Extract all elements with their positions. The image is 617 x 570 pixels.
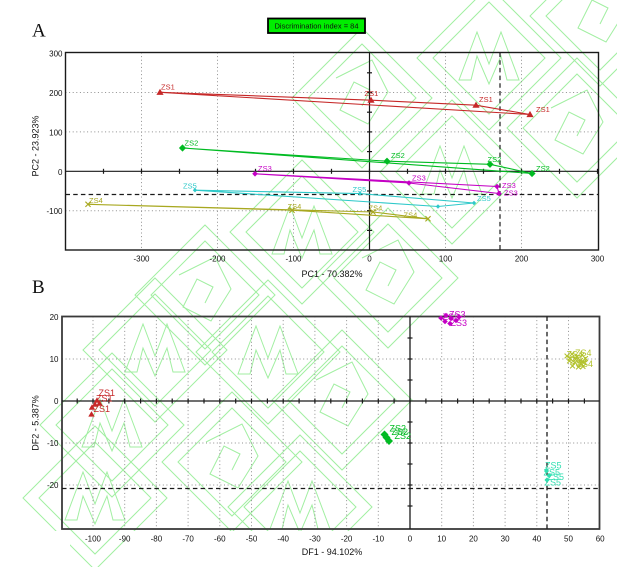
svg-text:-10: -10 xyxy=(373,535,385,544)
svg-text:ZS4: ZS4 xyxy=(567,350,584,360)
svg-text:-100: -100 xyxy=(85,535,102,544)
svg-text:ZS4: ZS4 xyxy=(575,348,592,358)
svg-text:ZS3: ZS3 xyxy=(412,173,426,182)
svg-text:ZS1: ZS1 xyxy=(161,83,175,92)
svg-text:DF2 - 5.387%: DF2 - 5.387% xyxy=(31,395,41,451)
svg-text:ZS1: ZS1 xyxy=(99,388,116,398)
svg-text:ZS5: ZS5 xyxy=(353,185,367,194)
svg-text:DF1 - 94.102%: DF1 - 94.102% xyxy=(302,547,363,557)
svg-text:ZS2: ZS2 xyxy=(536,164,550,173)
svg-text:300: 300 xyxy=(49,50,63,59)
svg-text:-90: -90 xyxy=(119,535,131,544)
svg-text:-80: -80 xyxy=(151,535,163,544)
svg-text:ZS1: ZS1 xyxy=(365,89,379,98)
svg-text:ZS3: ZS3 xyxy=(451,318,468,328)
svg-text:ZS4: ZS4 xyxy=(288,202,302,211)
svg-text:ZS2: ZS2 xyxy=(395,431,412,441)
svg-text:ZS2: ZS2 xyxy=(185,139,199,148)
svg-text:-10: -10 xyxy=(47,439,59,448)
svg-text:ZS4: ZS4 xyxy=(571,356,588,366)
svg-text:50: 50 xyxy=(564,535,573,544)
svg-text:20: 20 xyxy=(50,313,59,322)
svg-text:300: 300 xyxy=(591,255,605,264)
svg-text:200: 200 xyxy=(49,89,63,98)
svg-text:ZS3: ZS3 xyxy=(449,310,466,320)
svg-text:ZS1: ZS1 xyxy=(94,404,111,414)
svg-text:ZS4: ZS4 xyxy=(577,359,594,369)
svg-text:10: 10 xyxy=(50,355,59,364)
svg-text:-200: -200 xyxy=(209,255,226,264)
svg-text:ZS5: ZS5 xyxy=(477,194,491,203)
svg-text:0: 0 xyxy=(367,255,372,264)
svg-text:ZS1: ZS1 xyxy=(536,105,550,114)
svg-text:0: 0 xyxy=(408,535,413,544)
svg-text:40: 40 xyxy=(532,535,541,544)
svg-text:ZS5: ZS5 xyxy=(544,468,561,478)
svg-text:100: 100 xyxy=(439,255,453,264)
svg-text:0: 0 xyxy=(58,168,63,177)
svg-text:ZS2: ZS2 xyxy=(390,424,407,434)
svg-text:ZS5: ZS5 xyxy=(183,181,197,190)
svg-text:ZS3: ZS3 xyxy=(502,181,516,190)
svg-text:ZS2: ZS2 xyxy=(391,151,405,160)
svg-text:-20: -20 xyxy=(341,535,353,544)
svg-text:-60: -60 xyxy=(214,535,226,544)
svg-text:ZS1: ZS1 xyxy=(479,95,493,104)
svg-text:Discrimination index = 84: Discrimination index = 84 xyxy=(275,22,359,31)
svg-text:ZS4: ZS4 xyxy=(369,204,383,213)
svg-text:ZS4: ZS4 xyxy=(404,210,418,219)
svg-text:10: 10 xyxy=(437,535,446,544)
svg-text:ZS2: ZS2 xyxy=(392,427,409,437)
svg-text:-100: -100 xyxy=(285,255,302,264)
svg-text:ZS3: ZS3 xyxy=(504,189,518,198)
svg-text:ZS5: ZS5 xyxy=(545,461,562,471)
svg-text:B: B xyxy=(32,277,45,298)
svg-text:-100: -100 xyxy=(46,207,63,216)
svg-text:ZS3: ZS3 xyxy=(443,312,460,322)
svg-text:60: 60 xyxy=(596,535,605,544)
svg-text:0: 0 xyxy=(54,397,59,406)
svg-text:ZS5: ZS5 xyxy=(548,472,565,482)
svg-text:-20: -20 xyxy=(47,481,59,490)
svg-text:-70: -70 xyxy=(182,535,194,544)
svg-text:ZS2: ZS2 xyxy=(488,155,502,164)
svg-text:30: 30 xyxy=(501,535,510,544)
svg-text:PC2 - 23.923%: PC2 - 23.923% xyxy=(31,115,41,176)
svg-text:A: A xyxy=(32,21,46,42)
svg-text:-300: -300 xyxy=(133,255,150,264)
svg-text:PC1 - 70.382%: PC1 - 70.382% xyxy=(301,269,362,279)
svg-text:ZS5: ZS5 xyxy=(545,478,562,488)
svg-text:ZS3: ZS3 xyxy=(258,164,272,173)
svg-text:ZS4: ZS4 xyxy=(89,196,103,205)
svg-text:-30: -30 xyxy=(309,535,321,544)
svg-text:ZS1: ZS1 xyxy=(96,394,113,404)
svg-text:20: 20 xyxy=(469,535,478,544)
svg-text:-50: -50 xyxy=(246,535,258,544)
svg-text:200: 200 xyxy=(515,255,529,264)
svg-text:-40: -40 xyxy=(277,535,289,544)
svg-text:100: 100 xyxy=(49,128,63,137)
